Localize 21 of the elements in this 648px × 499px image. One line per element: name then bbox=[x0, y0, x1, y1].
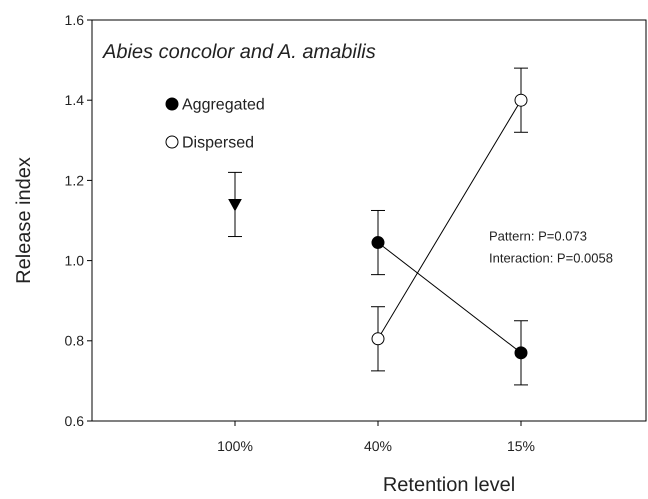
y-axis-title: Release index bbox=[13, 157, 35, 284]
y-tick-label: 0.8 bbox=[64, 332, 84, 349]
annotation: Interaction: P=0.0058 bbox=[489, 250, 613, 266]
annotation: Pattern: P=0.073 bbox=[489, 228, 587, 244]
x-tick-label: 15% bbox=[506, 438, 536, 454]
y-tick-label: 0.6 bbox=[64, 412, 84, 429]
point bbox=[372, 332, 384, 346]
point bbox=[372, 236, 384, 250]
point bbox=[514, 346, 528, 360]
x-tick-label: 100% bbox=[217, 438, 253, 454]
point bbox=[228, 198, 242, 211]
y-tick-label: 1.0 bbox=[64, 252, 84, 268]
legend-label: Dispersed bbox=[182, 134, 254, 152]
legend-label: Aggregated bbox=[182, 96, 265, 114]
point bbox=[514, 94, 528, 107]
y-tick-label: 1.6 bbox=[64, 12, 84, 28]
x-axis-title: Retention level bbox=[382, 474, 516, 496]
text: Abies concolor and A. amabilis bbox=[102, 41, 376, 63]
x-tick-label: 40% bbox=[364, 438, 392, 454]
y-tick-label: 1.2 bbox=[64, 172, 84, 188]
y-tick-label: 1.4 bbox=[64, 92, 84, 108]
